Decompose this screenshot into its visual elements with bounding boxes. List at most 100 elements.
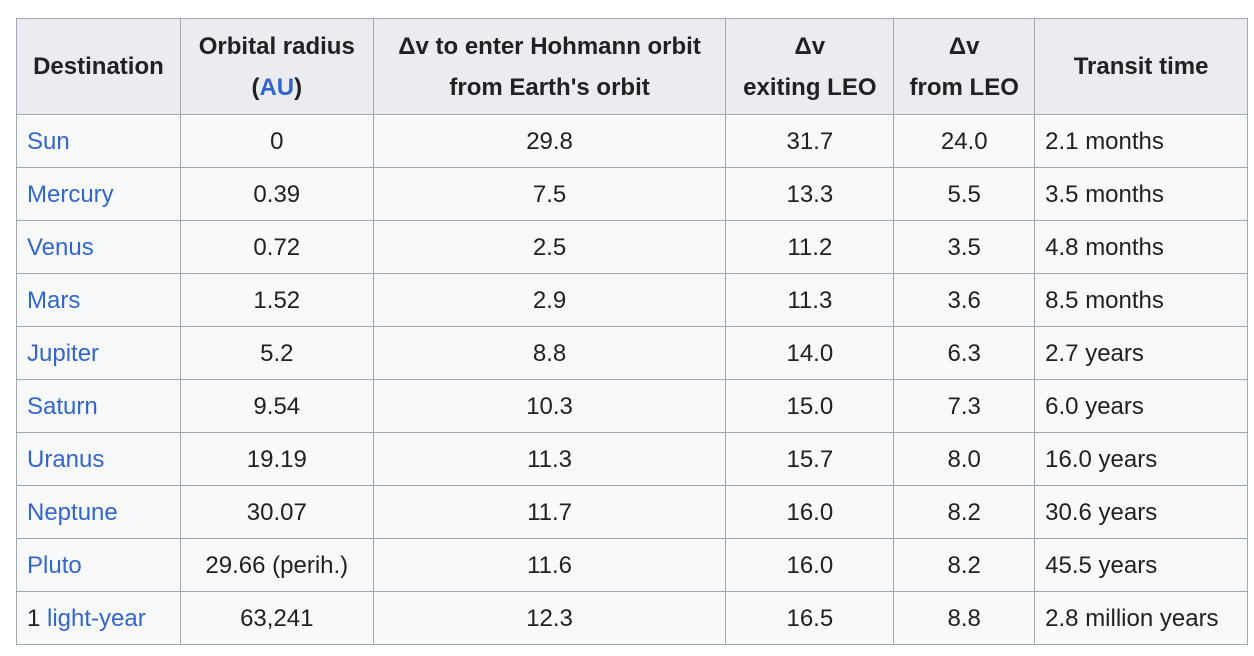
header-dv-exiting-line2: exiting LEO bbox=[743, 73, 877, 101]
delta-v-table: Destination Orbital radius (AU) Δv to en… bbox=[16, 18, 1248, 645]
destination-link[interactable]: Mercury bbox=[27, 180, 114, 208]
destination-link[interactable]: Pluto bbox=[27, 551, 82, 579]
cell-transit-time: 2.7 years bbox=[1034, 326, 1248, 380]
header-dv-from-line2: from LEO bbox=[909, 73, 1019, 101]
table-row: Mercury 0.39 7.5 13.3 5.5 3.5 months bbox=[16, 167, 1248, 221]
cell-orbital-radius: 5.2 bbox=[179, 326, 374, 380]
cell-orbital-radius: 29.66 (perih.) bbox=[179, 538, 374, 592]
cell-dv-from-leo: 8.2 bbox=[893, 485, 1036, 539]
destination-link[interactable]: light-year bbox=[47, 604, 146, 632]
cell-dv-from-leo: 5.5 bbox=[893, 167, 1036, 221]
table-row: Mars 1.52 2.9 11.3 3.6 8.5 months bbox=[16, 273, 1248, 327]
table-row: Neptune 30.07 11.7 16.0 8.2 30.6 years bbox=[16, 485, 1248, 539]
cell-dv-hohmann: 8.8 bbox=[372, 326, 727, 380]
cell-dv-hohmann: 11.3 bbox=[372, 432, 727, 486]
cell-dv-hohmann: 2.5 bbox=[372, 220, 727, 274]
cell-destination: Pluto bbox=[16, 538, 181, 592]
cell-dv-from-leo: 6.3 bbox=[893, 326, 1036, 380]
cell-dv-exiting-leo: 14.0 bbox=[725, 326, 895, 380]
cell-dv-from-leo: 8.0 bbox=[893, 432, 1036, 486]
cell-dv-hohmann: 7.5 bbox=[372, 167, 727, 221]
cell-transit-time: 45.5 years bbox=[1034, 538, 1248, 592]
cell-dv-exiting-leo: 16.5 bbox=[725, 591, 895, 645]
cell-destination: Sun bbox=[16, 114, 181, 168]
header-dv-exiting-line1: Δv bbox=[794, 32, 826, 60]
table-row: Venus 0.72 2.5 11.2 3.5 4.8 months bbox=[16, 220, 1248, 274]
cell-orbital-radius: 19.19 bbox=[179, 432, 374, 486]
cell-orbital-radius: 0.39 bbox=[179, 167, 374, 221]
header-orbital-radius-label: Orbital radius bbox=[198, 32, 355, 60]
cell-destination: Jupiter bbox=[16, 326, 181, 380]
cell-orbital-radius: 63,241 bbox=[179, 591, 374, 645]
header-orbital-radius-open-paren: ( bbox=[251, 73, 260, 101]
table-row: Sun 0 29.8 31.7 24.0 2.1 months bbox=[16, 114, 1248, 168]
cell-orbital-radius: 0.72 bbox=[179, 220, 374, 274]
destination-link[interactable]: Saturn bbox=[27, 392, 98, 420]
cell-dv-hohmann: 12.3 bbox=[372, 591, 727, 645]
cell-transit-time: 4.8 months bbox=[1034, 220, 1248, 274]
destination-prefix: 1 bbox=[27, 604, 48, 632]
destination-link[interactable]: Neptune bbox=[27, 498, 118, 526]
cell-orbital-radius: 1.52 bbox=[179, 273, 374, 327]
cell-destination: Neptune bbox=[16, 485, 181, 539]
cell-dv-exiting-leo: 11.2 bbox=[725, 220, 895, 274]
destination-link[interactable]: Mars bbox=[27, 286, 81, 314]
header-dv-from-line1: Δv bbox=[948, 32, 980, 60]
header-dv-from-leo[interactable]: Δv from LEO bbox=[893, 18, 1036, 115]
cell-dv-from-leo: 3.5 bbox=[893, 220, 1036, 274]
cell-dv-exiting-leo: 31.7 bbox=[725, 114, 895, 168]
cell-destination: Venus bbox=[16, 220, 181, 274]
header-row: Destination Orbital radius (AU) Δv to en… bbox=[16, 18, 1248, 115]
cell-dv-from-leo: 8.2 bbox=[893, 538, 1036, 592]
cell-transit-time: 2.1 months bbox=[1034, 114, 1248, 168]
cell-transit-time: 16.0 years bbox=[1034, 432, 1248, 486]
cell-destination: Mars bbox=[16, 273, 181, 327]
table-body: Sun 0 29.8 31.7 24.0 2.1 months Mercury 0.39 7.5… bbox=[16, 114, 1248, 645]
cell-dv-from-leo: 8.8 bbox=[893, 591, 1036, 645]
header-dv-hohmann[interactable]: Δv to enter Hohmann orbit from Earth's o… bbox=[372, 18, 727, 115]
cell-dv-from-leo: 3.6 bbox=[893, 273, 1036, 327]
table-row: Saturn 9.54 10.3 15.0 7.3 6.0 years bbox=[16, 379, 1248, 433]
header-dv-hohmann-line1: Δv to enter Hohmann orbit bbox=[398, 32, 701, 60]
table-row: Uranus 19.19 11.3 15.7 8.0 16.0 years bbox=[16, 432, 1248, 486]
cell-dv-hohmann: 11.7 bbox=[372, 485, 727, 539]
cell-dv-exiting-leo: 13.3 bbox=[725, 167, 895, 221]
cell-destination: Saturn bbox=[16, 379, 181, 433]
cell-dv-exiting-leo: 16.0 bbox=[725, 538, 895, 592]
cell-dv-hohmann: 29.8 bbox=[372, 114, 727, 168]
cell-destination: Mercury bbox=[16, 167, 181, 221]
header-orbital-radius[interactable]: Orbital radius (AU) bbox=[179, 18, 374, 115]
cell-transit-time: 6.0 years bbox=[1034, 379, 1248, 433]
cell-orbital-radius: 9.54 bbox=[179, 379, 374, 433]
header-destination[interactable]: Destination bbox=[16, 18, 181, 115]
cell-dv-hohmann: 11.6 bbox=[372, 538, 727, 592]
cell-dv-hohmann: 10.3 bbox=[372, 379, 727, 433]
header-transit-time[interactable]: Transit time bbox=[1034, 18, 1248, 115]
destination-link[interactable]: Sun bbox=[27, 127, 70, 155]
cell-transit-time: 8.5 months bbox=[1034, 273, 1248, 327]
destination-link[interactable]: Jupiter bbox=[27, 339, 100, 367]
cell-destination: Uranus bbox=[16, 432, 181, 486]
cell-transit-time: 2.8 million years bbox=[1034, 591, 1248, 645]
table-row: 1 light-year 63,241 12.3 16.5 8.8 2.8 million… bbox=[16, 591, 1248, 645]
table-row: Jupiter 5.2 8.8 14.0 6.3 2.7 years bbox=[16, 326, 1248, 380]
cell-transit-time: 30.6 years bbox=[1034, 485, 1248, 539]
cell-dv-hohmann: 2.9 bbox=[372, 273, 727, 327]
header-orbital-radius-close-paren: ) bbox=[294, 73, 303, 101]
cell-transit-time: 3.5 months bbox=[1034, 167, 1248, 221]
cell-orbital-radius: 30.07 bbox=[179, 485, 374, 539]
cell-dv-from-leo: 7.3 bbox=[893, 379, 1036, 433]
cell-dv-from-leo: 24.0 bbox=[893, 114, 1036, 168]
cell-destination: 1 light-year bbox=[16, 591, 181, 645]
header-dv-hohmann-line2: from Earth's orbit bbox=[449, 73, 650, 101]
table-row: Pluto 29.66 (perih.) 11.6 16.0 8.2 45.5 years bbox=[16, 538, 1248, 592]
cell-dv-exiting-leo: 11.3 bbox=[725, 273, 895, 327]
destination-link[interactable]: Uranus bbox=[27, 445, 105, 473]
header-dv-exiting-leo[interactable]: Δv exiting LEO bbox=[725, 18, 895, 115]
cell-dv-exiting-leo: 15.0 bbox=[725, 379, 895, 433]
cell-dv-exiting-leo: 15.7 bbox=[725, 432, 895, 486]
au-link[interactable]: AU bbox=[259, 73, 295, 101]
cell-dv-exiting-leo: 16.0 bbox=[725, 485, 895, 539]
destination-link[interactable]: Venus bbox=[27, 233, 94, 261]
cell-orbital-radius: 0 bbox=[179, 114, 374, 168]
